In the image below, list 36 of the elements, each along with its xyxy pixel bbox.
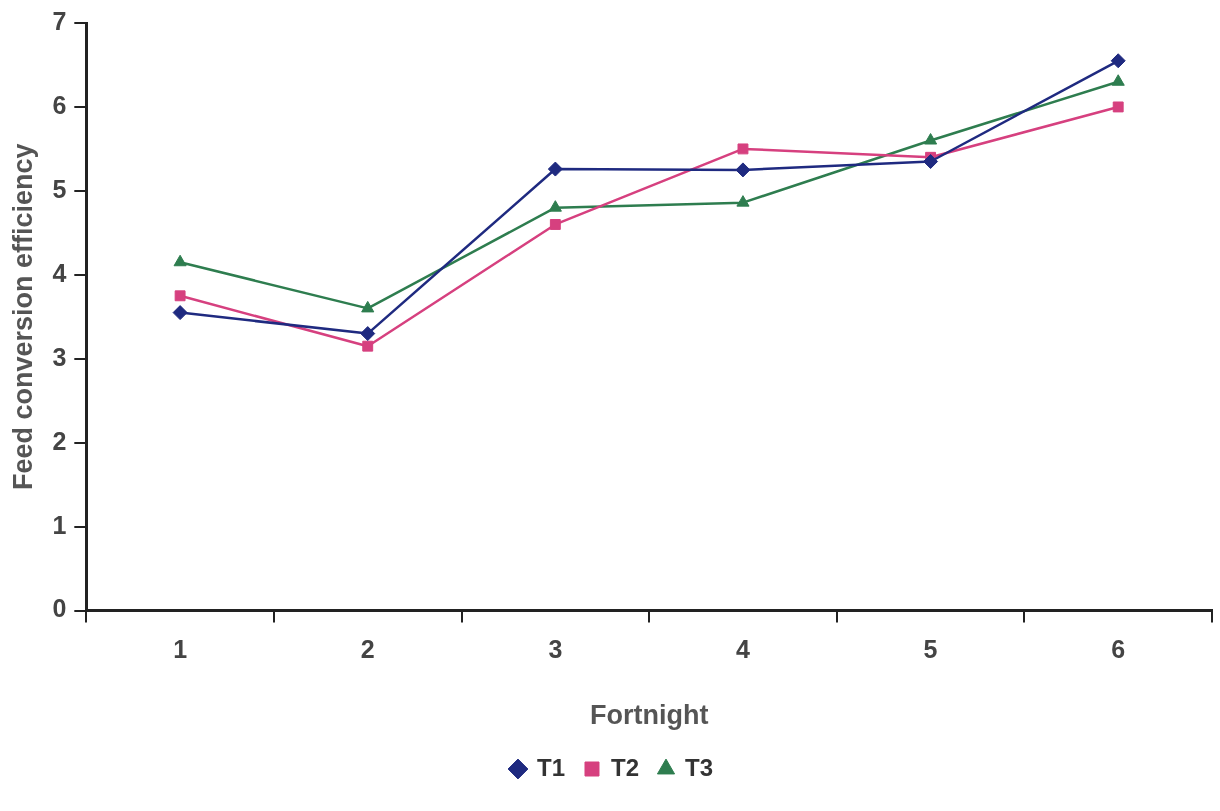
point <box>361 300 375 313</box>
x-axis-title: Fortnight <box>589 700 709 731</box>
point <box>173 254 187 267</box>
y-tick-label: 3 <box>52 342 67 371</box>
x-tick-label: 3 <box>548 635 563 664</box>
point <box>924 133 938 145</box>
point <box>362 340 374 352</box>
y-tick-label: 7 <box>52 6 67 35</box>
point <box>360 326 376 342</box>
y-tick-label: 6 <box>52 90 67 119</box>
y-tick-label: 1 <box>52 510 67 539</box>
x-tick-label: 6 <box>1111 635 1126 664</box>
legend-label: T3 <box>685 753 714 781</box>
x-tick-label: 4 <box>736 635 751 664</box>
x-tick-label: 1 <box>173 635 188 664</box>
point <box>174 290 186 302</box>
legend-label: T1 <box>536 753 565 781</box>
y-axis-title: Feed conversion efficiency <box>7 143 38 491</box>
point <box>547 161 563 177</box>
x-tick-label: 2 <box>360 635 375 664</box>
y-tick-label: 2 <box>52 426 67 455</box>
point <box>736 195 750 207</box>
point <box>1110 53 1126 69</box>
point <box>548 200 562 212</box>
point <box>735 162 751 178</box>
y-tick-label: 4 <box>52 258 67 287</box>
x-tick-label: 5 <box>923 635 938 664</box>
y-tick-label: 5 <box>52 174 67 203</box>
point <box>737 143 749 155</box>
legend-label: T2 <box>611 753 640 781</box>
point <box>1111 74 1125 86</box>
point <box>1112 101 1124 113</box>
point <box>172 305 188 321</box>
y-tick-label: 0 <box>52 594 67 623</box>
point <box>923 154 939 170</box>
point <box>549 219 561 230</box>
